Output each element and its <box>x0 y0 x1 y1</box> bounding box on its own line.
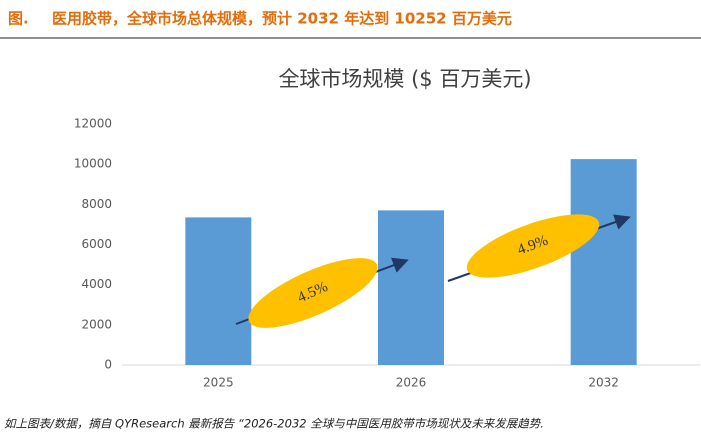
bar <box>185 217 252 365</box>
source-note: 如上图表/数据，摘自 QYResearch 最新报告 “2026-2032 全球… <box>4 417 544 431</box>
bar <box>378 210 444 365</box>
chart-title: 全球市场规模 ($ 百万美元) <box>278 67 531 91</box>
y-tick-label: 10000 <box>74 157 112 171</box>
x-tick-label: 2025 <box>203 376 234 390</box>
y-tick-label: 4000 <box>81 277 112 291</box>
y-tick-label: 12000 <box>74 117 112 131</box>
figure-title: 医用胶带，全球市场总体规模，预计 2032 年达到 10252 百万美元 <box>52 10 512 28</box>
x-tick-label: 2026 <box>396 376 427 390</box>
x-tick-label: 2032 <box>588 376 619 390</box>
growth-bubble <box>248 258 378 328</box>
y-tick-label: 0 <box>104 358 112 372</box>
figure-label: 图. <box>8 10 29 28</box>
growth-bubble <box>466 214 600 278</box>
bar <box>570 159 637 365</box>
y-tick-label: 6000 <box>81 237 112 251</box>
y-tick-label: 2000 <box>81 317 112 331</box>
y-tick-label: 8000 <box>81 197 112 211</box>
